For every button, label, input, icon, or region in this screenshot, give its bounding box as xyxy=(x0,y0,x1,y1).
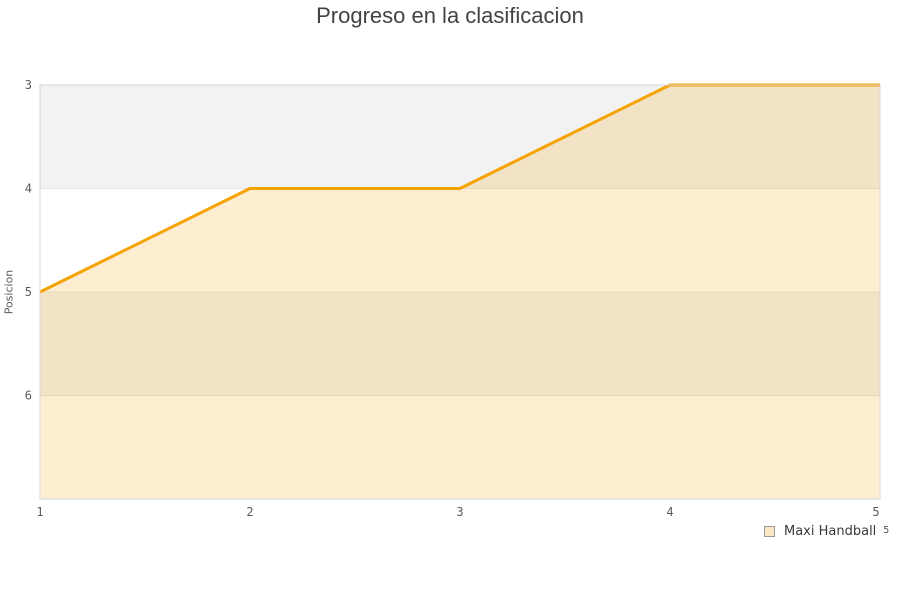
x-tick-label: 5 xyxy=(872,505,879,519)
legend: Maxi Handball 5 xyxy=(764,523,889,539)
x-tick-label: 1 xyxy=(36,505,43,519)
legend-note: 5 xyxy=(883,524,890,536)
legend-swatch-icon xyxy=(764,525,775,537)
x-tick-label: 2 xyxy=(246,505,253,519)
grid-band xyxy=(40,188,880,292)
x-tick-label: 4 xyxy=(666,505,673,519)
chart-title: Progreso en la clasificacion xyxy=(316,3,584,28)
x-tick-label: 3 xyxy=(456,505,463,519)
plot-border xyxy=(39,84,881,500)
y-tick-label: 3 xyxy=(25,78,32,92)
grid-band xyxy=(40,395,880,499)
y-tick-label: 4 xyxy=(25,182,32,196)
legend-series-label: Maxi Handball xyxy=(784,523,877,539)
grid-band xyxy=(40,292,880,396)
grid-band xyxy=(40,85,880,189)
y-tick-label: 5 xyxy=(25,285,32,299)
y-tick-label: 6 xyxy=(25,389,32,403)
